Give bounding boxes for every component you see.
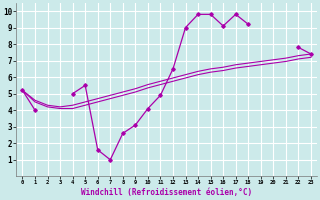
X-axis label: Windchill (Refroidissement éolien,°C): Windchill (Refroidissement éolien,°C) bbox=[81, 188, 252, 197]
